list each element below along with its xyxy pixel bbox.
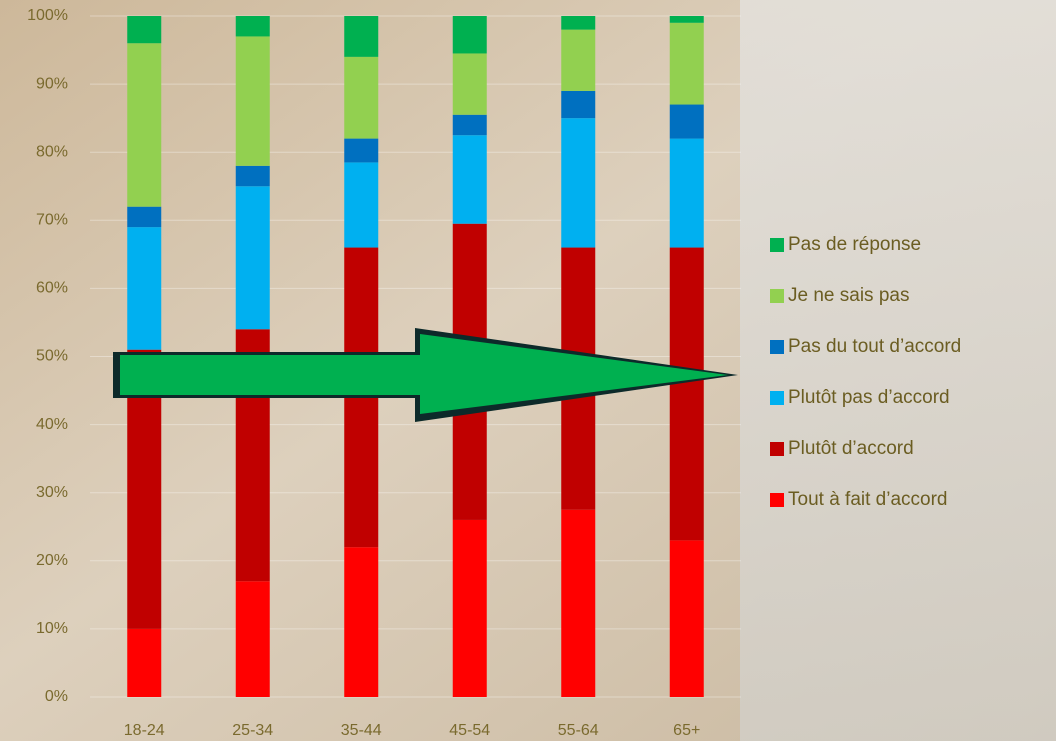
bar-segment <box>669 247 704 541</box>
bar-segment <box>669 540 704 697</box>
x-tick-label: 18-24 <box>124 722 165 739</box>
legend-label: Je ne sais pas <box>788 285 909 306</box>
bar-segment <box>235 16 270 37</box>
y-tick-label: 10% <box>36 620 68 637</box>
legend-label: Tout à fait d’accord <box>788 489 947 510</box>
bar-segment <box>452 16 487 54</box>
y-tick-label: 20% <box>36 552 68 569</box>
bar-segment <box>669 22 704 105</box>
y-tick-label: 100% <box>27 7 68 24</box>
bar-segment <box>561 29 596 91</box>
x-tick-label: 45-54 <box>449 722 490 739</box>
legend-label: Plutôt pas d’accord <box>788 387 950 408</box>
y-tick-label: 80% <box>36 143 68 160</box>
bar-segment <box>452 114 487 136</box>
bar-segment <box>344 56 379 139</box>
x-tick-label: 65+ <box>673 722 700 739</box>
bar-segment <box>127 43 162 207</box>
y-tick-label: 90% <box>36 75 68 92</box>
legend-label: Plutôt d’accord <box>788 438 914 459</box>
bar-segment <box>452 53 487 115</box>
legend-label: Pas de réponse <box>788 234 921 255</box>
bar-segment <box>127 16 162 44</box>
legend-swatch <box>770 442 784 456</box>
bar-segment <box>561 16 596 30</box>
y-tick-label: 70% <box>36 212 68 229</box>
legend-swatch <box>770 340 784 354</box>
background-panel <box>740 0 1056 741</box>
bar-segment <box>561 509 596 697</box>
y-tick-label: 40% <box>36 416 68 433</box>
y-tick-label: 60% <box>36 280 68 297</box>
bar-segment <box>344 16 379 57</box>
legend-swatch <box>770 391 784 405</box>
bar-segment <box>669 16 704 23</box>
bar-segment <box>452 135 487 224</box>
bar-segment <box>127 227 162 350</box>
bar-segment <box>452 519 487 697</box>
arrow <box>120 334 728 414</box>
y-tick-label: 50% <box>36 348 68 365</box>
x-tick-label: 55-64 <box>558 722 599 739</box>
bar-segment <box>127 206 162 228</box>
y-tick-label: 30% <box>36 484 68 501</box>
legend-swatch <box>770 238 784 252</box>
x-tick-label: 25-34 <box>232 722 273 739</box>
bar-segment <box>235 581 270 697</box>
bar-segment <box>344 162 379 248</box>
x-tick-label: 35-44 <box>341 722 382 739</box>
bar-segment <box>344 547 379 697</box>
y-tick-label: 0% <box>45 688 68 705</box>
bar-segment <box>235 186 270 330</box>
legend-swatch <box>770 289 784 303</box>
bar-segment <box>127 628 162 697</box>
bar-segment <box>561 118 596 248</box>
bar-segment <box>235 36 270 166</box>
bar-segment <box>669 104 704 139</box>
legend-label: Pas du tout d’accord <box>788 336 961 357</box>
bar-segment <box>669 138 704 248</box>
legend-swatch <box>770 493 784 507</box>
bar-segment <box>235 165 270 187</box>
bar-segment <box>344 138 379 163</box>
bar-segment <box>561 90 596 119</box>
